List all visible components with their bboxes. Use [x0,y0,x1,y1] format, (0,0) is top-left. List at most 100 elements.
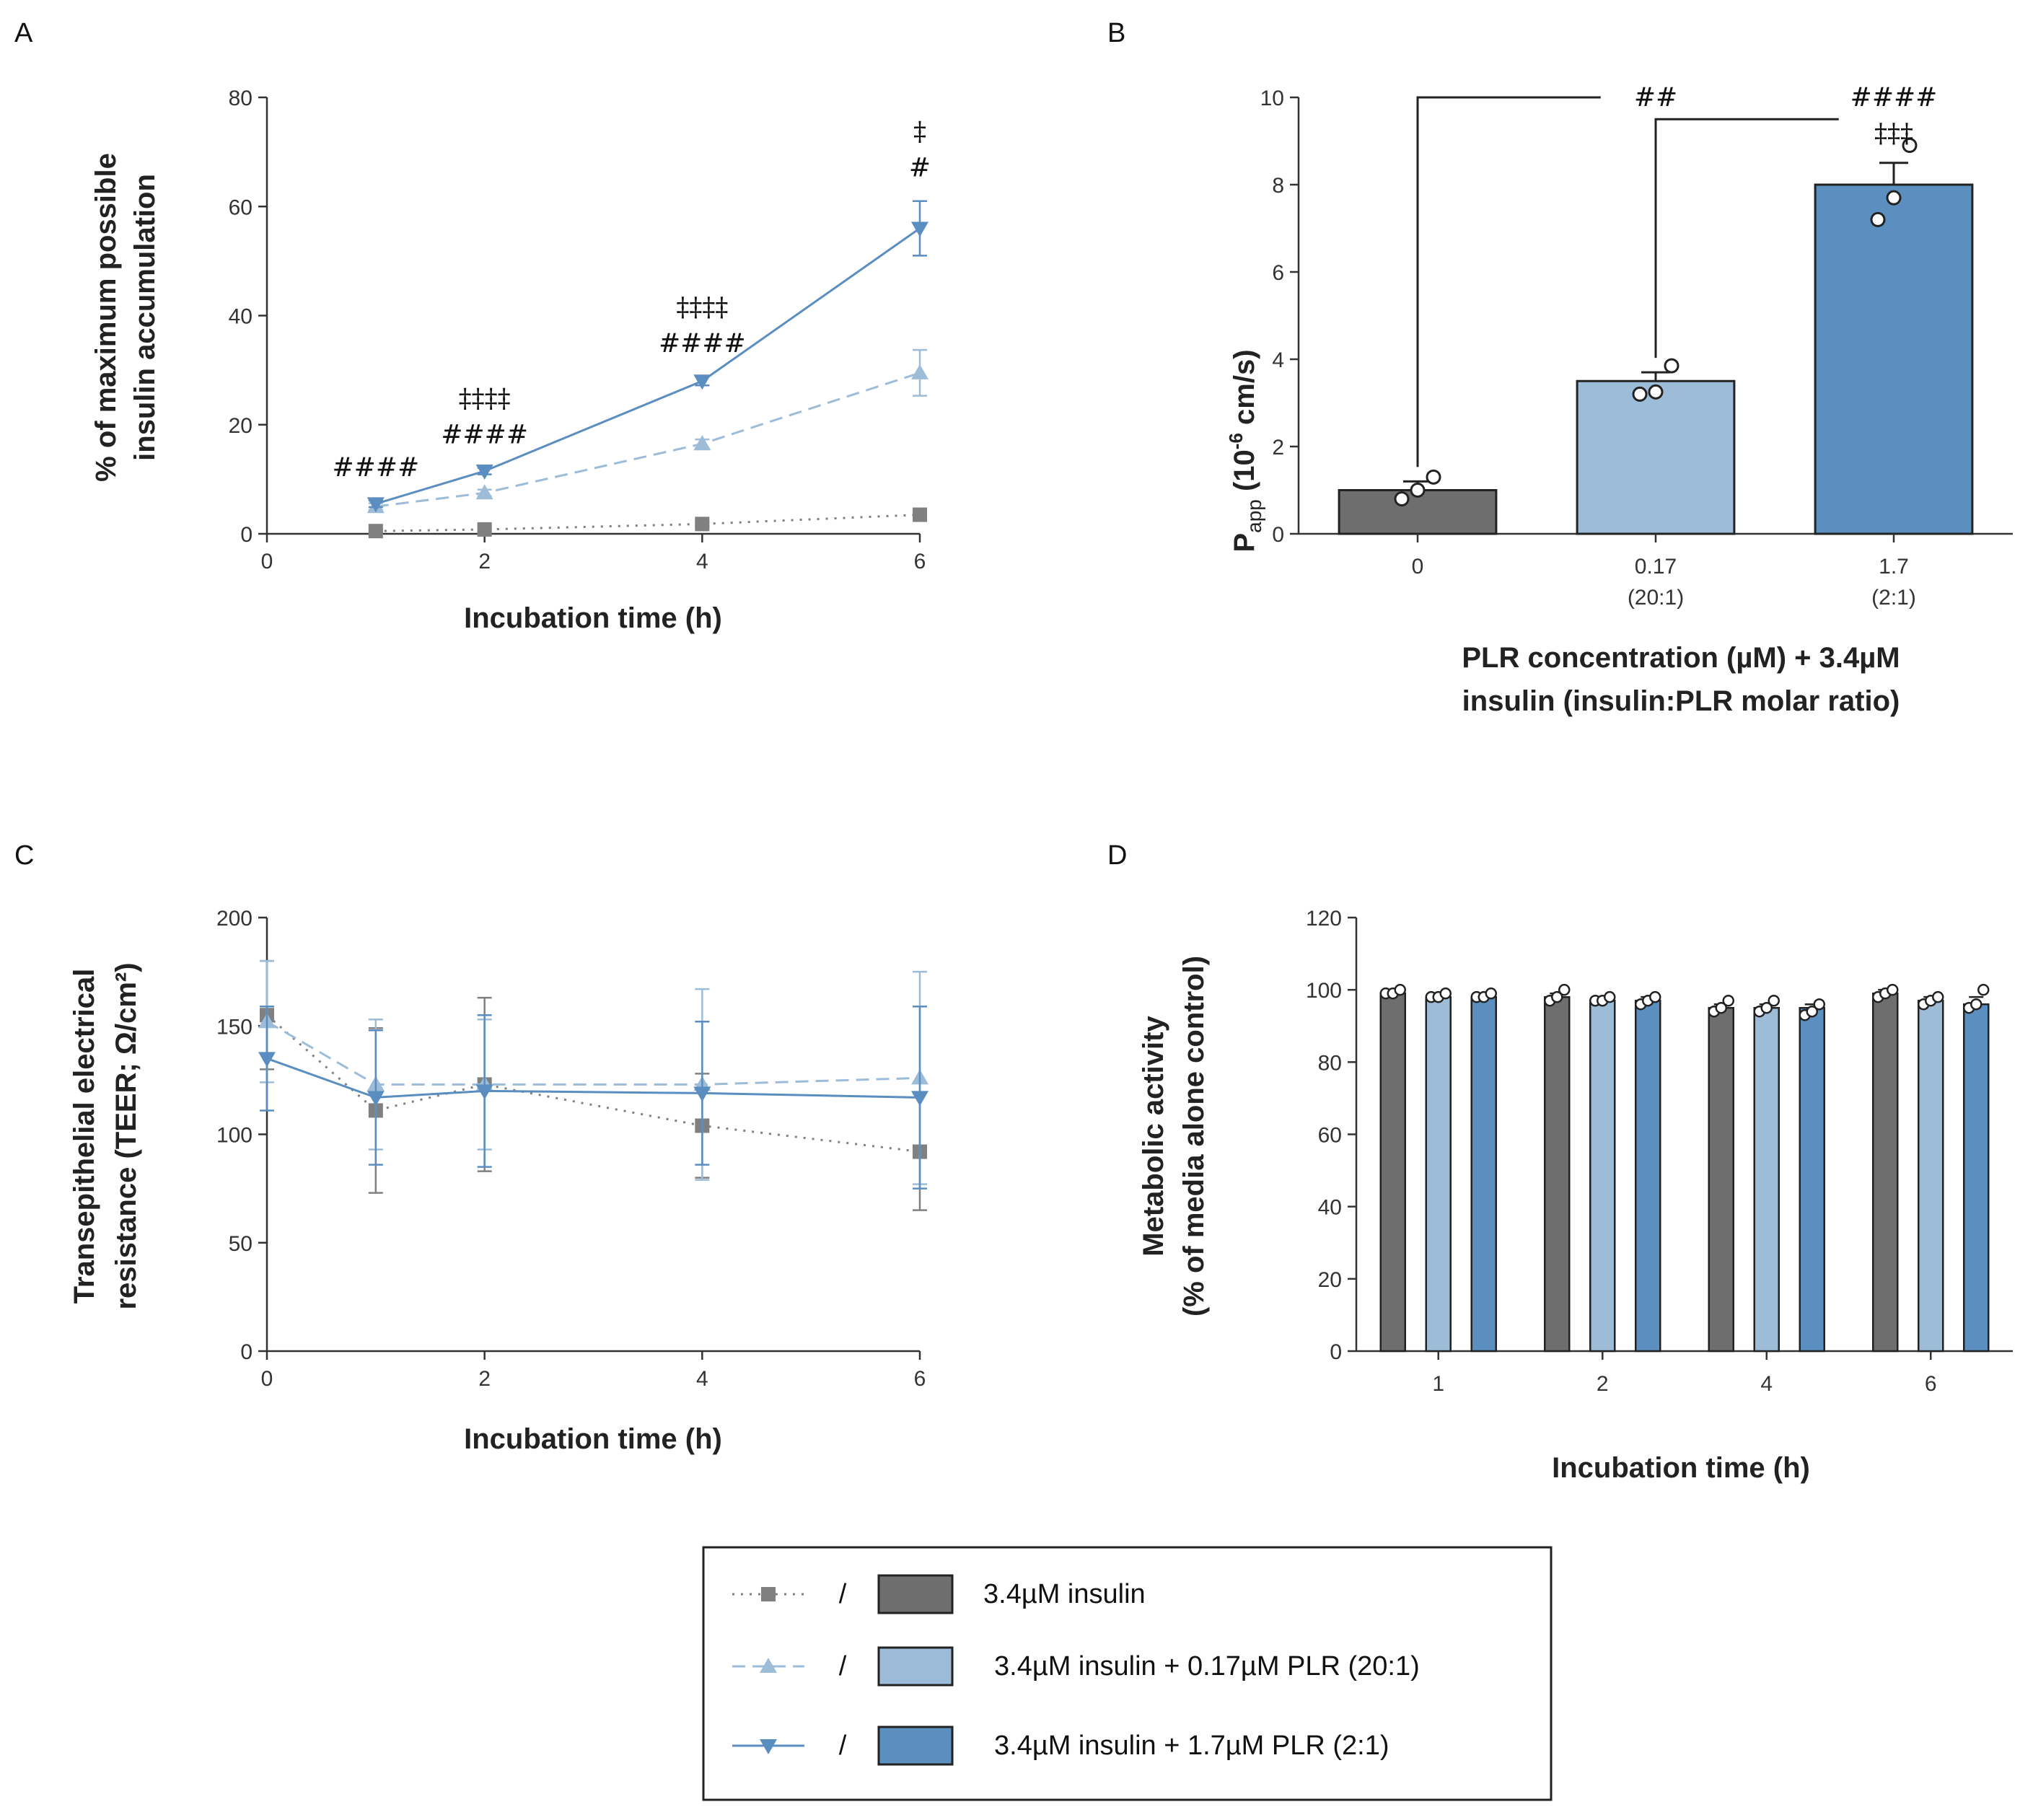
panel-a-ytick-label: 20 [229,414,253,438]
panel-c-point [693,1086,711,1102]
panel-c-xtick-label: 2 [478,1367,491,1391]
legend-separator-3: / [839,1731,847,1761]
panel-d-datapoint [1604,990,1616,1003]
panel-a-ytick-label: 40 [229,305,253,329]
panel-b-xlabel-line1: PLR concentration (µM) + 3.4µM [1462,642,1900,674]
panel-d-datapoint [1760,1001,1773,1014]
panel-c-ytick-label: 100 [216,1124,253,1148]
panel-b-ytick-label: 10 [1260,87,1284,110]
panel-b-datapoint [1632,386,1648,402]
panel-b-datapoint [1886,190,1902,206]
panel-a-point [695,516,710,532]
panel-a-point [693,435,711,451]
panel-c-xlabel: Incubation time (h) [464,1423,722,1455]
panel-c-ytick-label: 200 [216,907,253,931]
legend-box [702,1546,1553,1801]
panel-b-significance-label: #### [1850,83,1938,113]
legend-label-plr-low: 3.4µM insulin + 0.17µM PLR (20:1) [994,1651,1420,1681]
panel-d: D Incubation time (h) Metabolic activity… [1107,840,2013,1484]
panel-c-xtick-label: 4 [696,1367,708,1391]
panel-a-point [911,221,928,237]
panel-d-xtick-label: 6 [1925,1372,1937,1396]
panel-c-ytick-label: 150 [216,1015,253,1039]
panel-c-xtick-label: 0 [261,1367,273,1391]
panel-b-xlabel-line2: insulin (insulin:PLR molar ratio) [1462,685,1900,717]
panel-d-xlabel: Incubation time (h) [1552,1452,1810,1484]
panel-a-xtick-label: 0 [261,550,273,573]
panel-d-ylabel-line2: (% of media alone control) [1178,956,1210,1316]
panel-d-bar [1544,995,1571,1353]
legend-marker-symbol [760,1739,777,1754]
panel-d-ytick-label: 0 [1330,1340,1342,1364]
panel-a-point [475,465,493,480]
panel-d-datapoint [1970,998,1982,1011]
panel-d-datapoint [1813,998,1825,1011]
panel-d-datapoint [1394,983,1406,996]
panel-a-ylabel-line2: insulin accumulation [129,174,161,461]
panel-b-significance-label: ‡‡‡ [1874,119,1913,149]
panel-a-significance-label: ‡‡‡‡ [459,384,511,413]
panel-b-bracket [1416,96,1601,467]
panel-a-point [366,497,385,513]
panel-d-bar [1470,995,1497,1353]
panel-d-datapoint [1649,990,1661,1003]
panel-label-b: B [1107,18,1125,48]
panel-c-ytick-label: 0 [240,1340,253,1364]
panel-d-datapoint [1768,994,1780,1007]
panel-d-bar [1635,999,1661,1353]
legend-marker-symbol [761,1587,776,1601]
panel-a-point [475,484,493,500]
panel-b-category-label: 0 [1412,555,1424,579]
panel-a: A Incubation time (h) % of maximum possi… [14,18,931,634]
panel-d-ytick-label: 100 [1306,979,1342,1003]
panel-d-bar [1918,999,1944,1353]
panel-d-ytick-label: 40 [1318,1196,1342,1220]
panel-d-xtick-label: 1 [1432,1372,1444,1396]
panel-c-xtick-label: 6 [914,1367,926,1391]
legend-bar-swatch [877,1574,954,1614]
panel-b-category-label: 0.17 [1635,555,1677,579]
legend-marker-symbol [760,1658,777,1673]
panel-label-d: D [1107,840,1127,871]
panel-label-a: A [14,18,33,48]
panel-b-datapoint [1394,491,1410,507]
panel-c-point [911,1091,928,1107]
panel-b-category-sublabel: (20:1) [1628,586,1684,610]
panel-c-series-line-1 [266,1020,921,1086]
panel-d-bar [1872,992,1899,1353]
panel-d-ytick-label: 20 [1318,1268,1342,1292]
panel-a-point [477,522,492,537]
panel-b-ytick-label: 4 [1272,348,1284,372]
panel-b-datapoint [1426,469,1441,485]
panel-d-bar [1589,999,1616,1353]
panel-a-significance-label: #### [441,420,528,449]
legend-label-insulin: 3.4µM insulin [983,1579,1146,1609]
panel-b-datapoint [1410,483,1426,498]
panel-d-xtick-label: 4 [1760,1372,1773,1396]
legend-separator-2: / [839,1651,847,1681]
panel-a-ylabel-line1: % of maximum possible [90,153,122,482]
panel-b-ytick-label: 6 [1272,261,1284,285]
panel-c-ylabel-line2: resistance (TEER; Ω/cm²) [110,962,142,1309]
panel-a-xtick-label: 6 [914,550,926,573]
legend-label-plr-high: 3.4µM insulin + 1.7µM PLR (2:1) [994,1731,1389,1761]
panel-a-point [693,374,711,390]
panel-d-ytick-label: 80 [1318,1051,1342,1075]
panel-b-ytick-label: 0 [1272,523,1284,547]
panel-c-series-line-0 [266,1014,921,1153]
panel-a-significance-label: # [909,154,931,183]
panel-d-datapoint [1932,990,1944,1003]
panel-c-ytick-label: 50 [229,1232,253,1256]
panel-a-significance-label: ‡ [913,118,926,147]
panel-d-bar [1799,1006,1825,1353]
panel-a-xtick-label: 2 [478,550,491,573]
panel-d-ytick-label: 60 [1318,1124,1342,1148]
panel-d-xtick-label: 2 [1597,1372,1609,1396]
panel-b-bracket [1654,118,1839,359]
panel-b-datapoint [1648,384,1664,400]
panel-c-point [475,1084,493,1100]
panel-d-bar [1379,992,1406,1353]
panel-d-bar [1708,1006,1734,1353]
legend-separator-1: / [839,1579,847,1609]
panel-b: B PLR concentration (µM) + 3.4µM insulin… [1107,18,2013,717]
